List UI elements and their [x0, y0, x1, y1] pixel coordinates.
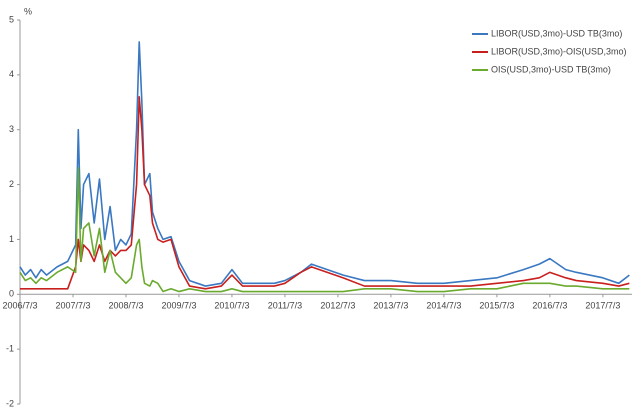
x-tick-label: 2009/7/3 [161, 301, 196, 311]
y-tick-label: -2 [6, 398, 14, 408]
x-tick-label: 2014/7/3 [426, 301, 461, 311]
y-tick-label: 5 [9, 14, 14, 24]
y-tick-label: 3 [9, 124, 14, 134]
x-tick-label: 2017/7/3 [585, 301, 620, 311]
series-line [19, 41, 630, 287]
y-tick-label: 1 [9, 234, 14, 244]
x-tick-label: 2016/7/3 [532, 301, 567, 311]
x-tick-label: 2010/7/3 [214, 301, 249, 311]
x-tick-label: 2007/7/3 [55, 301, 90, 311]
x-tick-label: 2015/7/3 [479, 301, 514, 311]
y-tick-label: 2 [9, 179, 14, 189]
x-tick-label: 2008/7/3 [108, 301, 143, 311]
x-tick-label: 2006/7/3 [2, 301, 37, 311]
legend-label: LIBOR(USD,3mo)-USD TB(3mo) [491, 28, 622, 38]
y-tick-label: 4 [9, 69, 14, 79]
x-tick-label: 2012/7/3 [320, 301, 355, 311]
y-tick-label: 0 [9, 289, 14, 299]
x-tick-label: 2011/7/3 [268, 301, 302, 311]
x-tick-label: 2013/7/3 [373, 301, 408, 311]
legend-label: LIBOR(USD,3mo)-OIS(USD,3mo) [491, 46, 627, 56]
y-axis-label: % [24, 6, 32, 16]
series-line [20, 96, 630, 290]
series-line [19, 167, 630, 293]
legend-label: OIS(USD,3mo)-USD TB(3mo) [491, 64, 611, 74]
y-tick-label: -1 [6, 344, 14, 354]
